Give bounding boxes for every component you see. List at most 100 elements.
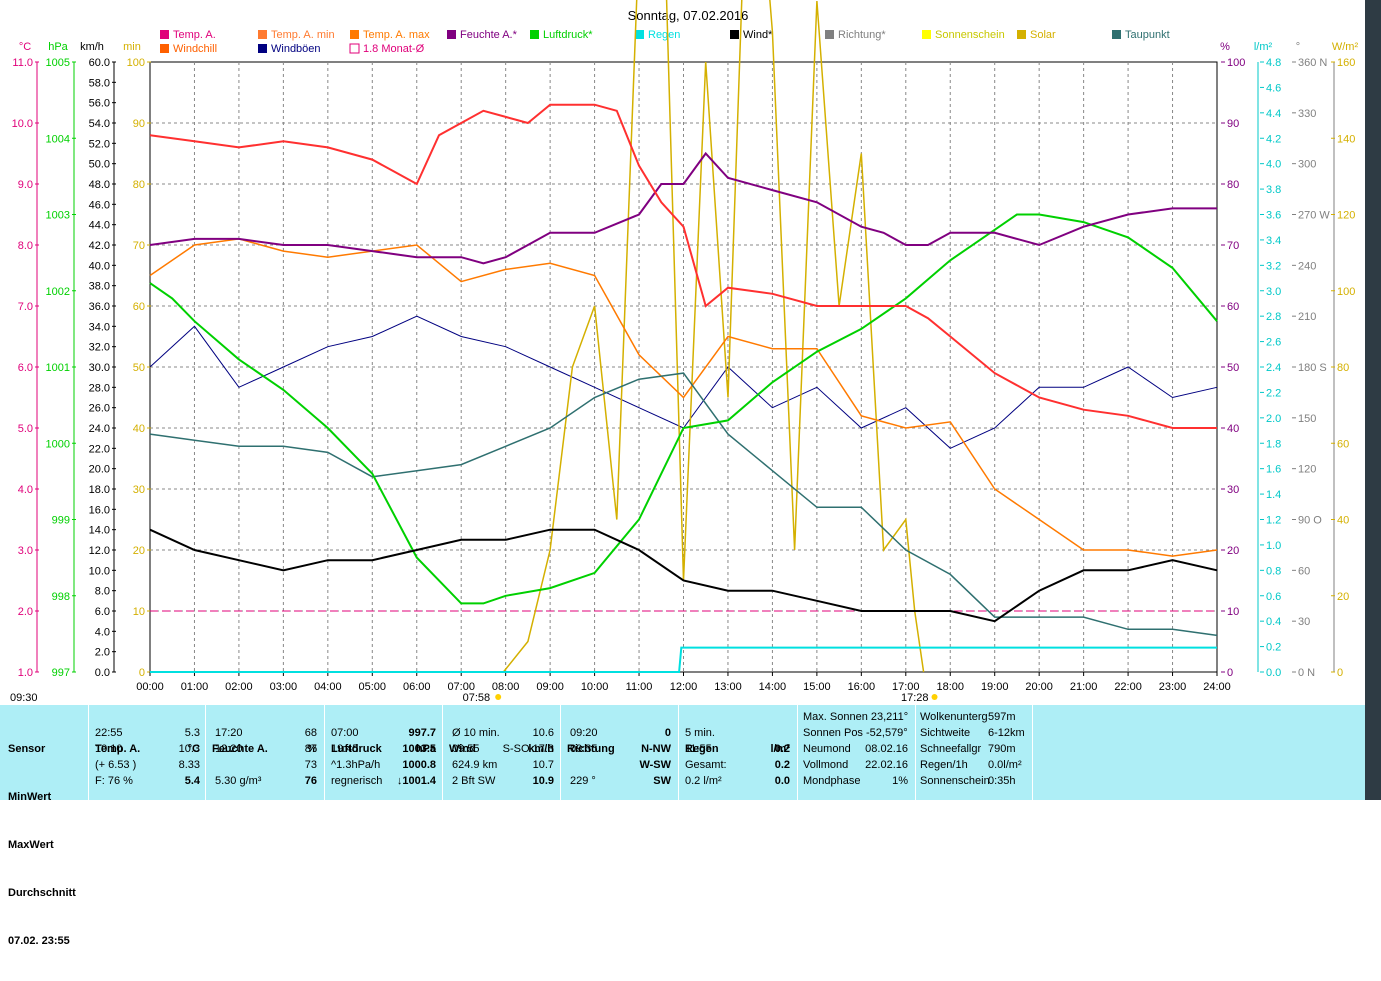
direction-tick-label: 270 W: [1298, 210, 1330, 222]
rain-tick-label: 2.4: [1266, 362, 1281, 374]
wind-tick-label: 32.0: [89, 342, 110, 354]
feuchte-value-2: 73: [304, 759, 317, 771]
windchill-line: [149, 238, 1218, 557]
regen-time-1: 11:55: [685, 743, 712, 755]
rain-tick-label: 0.8: [1266, 565, 1281, 577]
temp-column: Temp. A. °C: [95, 709, 200, 789]
solar-tick-label: 120: [1337, 210, 1355, 222]
x-tick-label: 13:00: [714, 681, 742, 693]
wolken-value-4: 0:35h: [988, 775, 1016, 787]
wind-tick-label: 10.0: [89, 565, 110, 577]
rain-tick-label: 3.2: [1266, 260, 1281, 272]
direction-tick-label: 60: [1298, 565, 1310, 577]
luftdruck-column: Luftdruck hPa: [331, 709, 436, 789]
wind-tick-label: 16.0: [89, 504, 110, 516]
pressure-tick-label: 1005: [46, 57, 70, 69]
legend-swatch: [349, 43, 360, 54]
solar-tick-label: 40: [1337, 515, 1349, 527]
humidity-tick-label: 70: [1227, 240, 1239, 252]
temp-value-1: 10.3: [178, 743, 200, 755]
legend-swatch: [635, 30, 644, 39]
wind-tick-label: 26.0: [89, 403, 110, 415]
humidity-tick-label: 60: [1227, 301, 1239, 313]
temp-times: 22:55 10:10 (+ 6.53 ) F: 76 %: [95, 725, 160, 789]
legend-label-1: Temp. A. min: [271, 29, 335, 41]
min-tick-label: 30: [133, 484, 145, 496]
luftdruck-value-2: 1000.8: [402, 759, 436, 771]
wind-times: Ø 10 min. 09:55 624.9 km 2 Bft SW: [452, 725, 512, 789]
richtung-column: Richtung: [567, 709, 672, 789]
feuchte-value-3: 76: [304, 775, 317, 787]
feuchte-values: 68 87 73 76: [270, 725, 317, 789]
legend-label-5: Regen: [648, 29, 680, 41]
wind-value-2: 10.7: [532, 759, 554, 771]
sonne-label-2: Neumond: [803, 743, 851, 755]
regen-time-2: Gesamt:: [685, 759, 727, 771]
temp-tick-label: 4.0: [18, 484, 33, 496]
wind-tick-label: 4.0: [95, 626, 110, 638]
richtung-time-0: 09:20: [570, 727, 598, 739]
legend-swatch: [530, 30, 539, 39]
wolken-labels: Wolkenunterg Sichtweite Schneefallgr Regen/…: [920, 709, 1000, 789]
temp-tick-label: 8.0: [18, 240, 33, 252]
richtung-time-1: 09:35: [570, 743, 598, 755]
wolken-label-4: Sonnenschein: [920, 775, 990, 787]
luftdruck-time-1: 19:45: [331, 743, 359, 755]
temp-time-2: (+ 6.53 ): [95, 759, 137, 771]
temp-time-0: 22:55: [95, 727, 123, 739]
sonne-value-0: [850, 709, 908, 725]
feuchte-time-0: 17:20: [215, 727, 243, 739]
richtung-time-3: 229 °: [570, 775, 596, 787]
temp-unit: °C: [187, 743, 200, 755]
wind-tick-label: 52.0: [89, 138, 110, 150]
temp-tick-label: 11.0: [12, 57, 33, 69]
direction-unit-label: °: [1296, 41, 1300, 53]
legend-label-7: Richtung*: [838, 29, 886, 41]
wind-tick-label: 60.0: [89, 57, 110, 69]
sonne-values: 08.02.16 22.02.16 1%: [850, 709, 908, 789]
chart-title: Sonntag, 07.02.2016: [628, 8, 749, 23]
richtung-value-0: 0: [664, 727, 671, 739]
sunrise-icon: [495, 694, 502, 700]
x-tick-label: 23:00: [1159, 681, 1187, 693]
feuchte-value-0: 68: [304, 727, 317, 739]
legend-swatch: [730, 30, 739, 39]
legend: Temp. A. Temp. A. min Temp. A. max Feuchte …: [160, 29, 1170, 55]
temp-time-1: 10:10: [95, 743, 123, 755]
x-tick-label: 15:00: [803, 681, 831, 693]
feuchte-unit: %: [307, 743, 317, 755]
humidity-tick-label: 40: [1227, 423, 1239, 435]
legend-label-4: Luftdruck*: [543, 29, 593, 41]
rain-tick-label: 0.4: [1266, 616, 1281, 628]
wind-value-1: S-SO 17.3: [502, 743, 554, 755]
temp-values: 5.3 10.3 8.33 5.4: [150, 725, 200, 789]
wolken-label-2: Schneefallgr: [920, 743, 982, 755]
solar-tick-label: 160: [1337, 57, 1355, 69]
window-edge: [1365, 0, 1381, 800]
min-tick-label: 90: [133, 118, 145, 130]
temp-unit-label: °C: [19, 41, 31, 53]
luftdruck-unit: hPa: [415, 743, 436, 755]
x-tick-label: 18:00: [936, 681, 964, 693]
feuchte-time-1: 12:20: [215, 743, 243, 755]
temp-tick-label: 9.0: [18, 179, 33, 191]
label-min: MinWert: [8, 791, 52, 803]
temp-tick-label: 6.0: [18, 362, 33, 374]
sonne-label-3: Vollmond: [803, 759, 849, 771]
rain-tick-label: 2.6: [1266, 337, 1281, 349]
x-tick-label: 02:00: [225, 681, 253, 693]
rain-tick-label: 1.0: [1266, 540, 1281, 552]
wind-tick-label: 56.0: [89, 98, 110, 110]
direction-tick-label: 300: [1298, 159, 1316, 171]
wind-tick-label: 20.0: [89, 464, 110, 476]
humidity-unit-label: %: [1220, 41, 1230, 53]
wind-unit-label: km/h: [80, 41, 104, 53]
rain-tick-label: 3.4: [1266, 235, 1281, 247]
pressure-tick-label: 1002: [46, 286, 70, 298]
richtung-value-1: N-NW: [641, 743, 671, 755]
x-tick-label: 10:00: [581, 681, 609, 693]
wind-tick-label: 22.0: [89, 443, 110, 455]
feuchte-column: Feuchte A.%: [212, 709, 317, 789]
min-tick-label: 60: [133, 301, 145, 313]
x-tick-label: 09:00: [536, 681, 564, 693]
